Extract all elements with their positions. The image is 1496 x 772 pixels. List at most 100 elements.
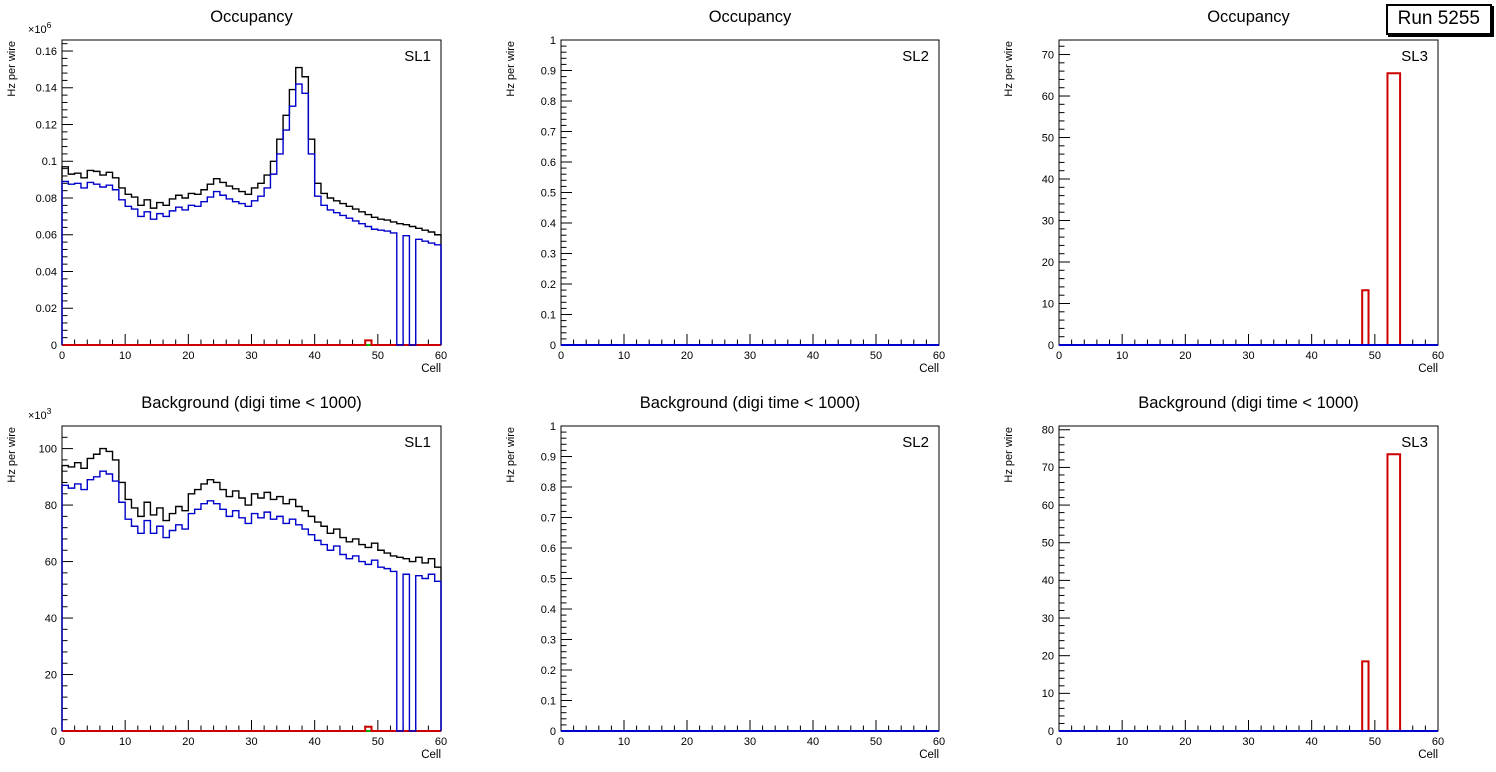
plot-frame [1058, 425, 1439, 732]
y-tick-label: 0 [1048, 340, 1054, 352]
pad-label: SL3 [1401, 48, 1428, 65]
y-tick-label: 0.3 [541, 634, 556, 646]
y-tick-label: 40 [1042, 174, 1054, 186]
x-tick-label: 20 [182, 350, 194, 362]
y-tick-label: 30 [1042, 613, 1054, 625]
x-tick-label: 40 [807, 350, 819, 362]
pad-label: SL1 [404, 434, 431, 451]
x-tick-label: 0 [59, 350, 65, 362]
y-tick-label: 0.6 [541, 157, 556, 169]
y-tick-label: 0.04 [36, 266, 57, 278]
y-tick-label: 60 [45, 556, 57, 568]
x-tick-label: 50 [1369, 350, 1381, 362]
y-tick-label: 0 [550, 340, 556, 352]
y-tick-label: 0.7 [541, 512, 556, 524]
y-tick-label: 1 [550, 35, 556, 47]
x-tick-label: 0 [1056, 350, 1062, 362]
x-tick-label: 0 [558, 350, 564, 362]
x-tick-label: 60 [1432, 736, 1444, 748]
y-tick-label: 20 [45, 669, 57, 681]
x-tick-label: 50 [372, 350, 384, 362]
y-tick-label: 50 [1042, 132, 1054, 144]
x-tick-label: 50 [870, 736, 882, 748]
y-tick-label: 0.7 [541, 126, 556, 138]
y-tick-label: 60 [1042, 500, 1054, 512]
y-axis-title: Hz per wire [6, 427, 18, 483]
y-tick-label: 0 [550, 726, 556, 738]
x-tick-label: 30 [245, 736, 257, 748]
chart-title: Occupancy [709, 8, 792, 26]
chart-occupancy-sl1: 0 10 20 30 40 50 60 0 0.02 0.04 0.06 0.08 0.1 0.12 0.1… [6, 8, 447, 375]
x-tick-label: 20 [681, 736, 693, 748]
y-tick-label: 80 [1042, 425, 1054, 437]
x-axis-title: Cell [919, 749, 939, 761]
pad-background-sl3: 0 10 20 30 40 50 60 0 10 20 30 40 50 60 70 80 Background… [997, 386, 1496, 772]
y-axis-multiplier: ×103 [28, 406, 52, 422]
x-tick-label: 0 [558, 736, 564, 748]
x-tick-label: 10 [618, 736, 630, 748]
x-axis-title: Cell [421, 749, 441, 761]
y-tick-label: 0.3 [541, 248, 556, 260]
y-tick-label: 30 [1042, 215, 1054, 227]
y-axis-title: Hz per wire [1003, 41, 1015, 97]
y-tick-label: 0 [1048, 726, 1054, 738]
y-tick-label: 0.12 [36, 119, 57, 131]
x-tick-label: 0 [59, 736, 65, 748]
series-total-black [61, 447, 442, 731]
x-tick-label: 60 [435, 350, 447, 362]
y-tick-label: 0 [51, 340, 57, 352]
y-axis-title: Hz per wire [505, 41, 517, 97]
pad-occupancy-sl3: 0 10 20 30 40 50 60 0 10 20 30 40 50 60 70 Occupancy SL3… [997, 0, 1496, 386]
x-axis-title: Cell [1418, 749, 1438, 761]
x-tick-label: 60 [933, 736, 945, 748]
y-tick-label: 0.08 [36, 193, 57, 205]
series-noisy-cells-red [1059, 453, 1438, 732]
y-tick-label: 0.2 [541, 665, 556, 677]
y-tick-label: 0.9 [541, 65, 556, 77]
x-tick-label: 30 [245, 350, 257, 362]
y-tick-label: 0.5 [541, 573, 556, 585]
series-selected-blue [61, 83, 442, 346]
y-tick-label: 0 [51, 726, 57, 738]
y-tick-label: 0.1 [541, 695, 556, 707]
y-tick-label: 0.16 [36, 46, 57, 58]
x-tick-label: 30 [1242, 350, 1254, 362]
y-tick-label: 60 [1042, 91, 1054, 103]
series-noisy-cells-red [62, 339, 441, 346]
y-tick-label: 0.02 [36, 303, 57, 315]
y-tick-label: 80 [45, 500, 57, 512]
x-tick-label: 30 [1242, 736, 1254, 748]
y-tick-label: 0.2 [541, 279, 556, 291]
x-axis-title: Cell [421, 363, 441, 375]
series-noisy-cells-red [1059, 72, 1438, 346]
pad-background-sl2: 0 10 20 30 40 50 60 0 0.1 0.2 0.3 0.4 0.5 0.6 0.7 0.8 0.… [499, 386, 997, 772]
y-tick-label: 10 [1042, 688, 1054, 700]
series-noisy-cells-red [62, 725, 441, 732]
x-tick-label: 40 [807, 736, 819, 748]
x-tick-label: 40 [309, 736, 321, 748]
y-tick-label: 70 [1042, 49, 1054, 61]
chart-title: Background (digi time < 1000) [1138, 394, 1359, 412]
y-tick-label: 50 [1042, 538, 1054, 550]
x-tick-label: 20 [681, 350, 693, 362]
chart-background-sl3: 0 10 20 30 40 50 60 0 10 20 30 40 50 60 70 80 Background… [1003, 394, 1444, 761]
y-tick-label: 0.1 [42, 156, 57, 168]
chart-background-sl1: 0 10 20 30 40 50 60 0 20 40 60 80 100 Background (dig… [6, 394, 447, 761]
x-tick-label: 40 [309, 350, 321, 362]
x-tick-label: 20 [1179, 350, 1191, 362]
pad-occupancy-sl1: 0 10 20 30 40 50 60 0 0.02 0.04 0.06 0.08 0.1 0.12 0.1… [0, 0, 499, 386]
run-label-box: Run 5255 [1385, 4, 1492, 35]
pad-label: SL2 [902, 434, 929, 451]
y-tick-label: 40 [1042, 575, 1054, 587]
y-tick-label: 1 [550, 421, 556, 433]
chart-title: Background (digi time < 1000) [640, 394, 861, 412]
x-tick-label: 50 [1369, 736, 1381, 748]
plot-frame [1058, 39, 1439, 346]
y-tick-label: 100 [39, 443, 57, 455]
y-tick-label: 0.8 [541, 482, 556, 494]
x-tick-label: 30 [744, 736, 756, 748]
y-tick-label: 0.4 [541, 604, 556, 616]
y-tick-label: 0.06 [36, 230, 57, 242]
x-tick-label: 10 [1116, 736, 1128, 748]
